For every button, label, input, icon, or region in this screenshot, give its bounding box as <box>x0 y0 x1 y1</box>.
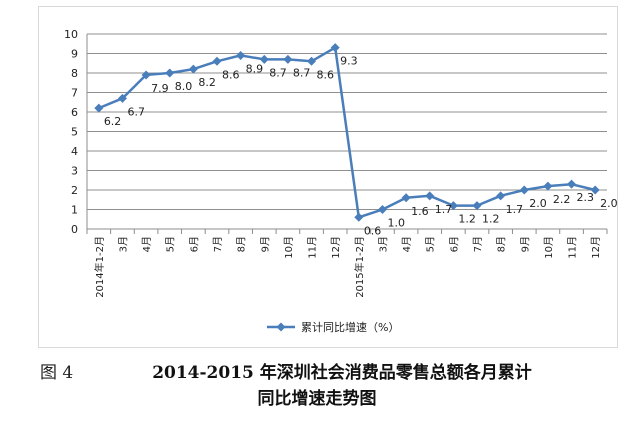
data-label: 6.2 <box>104 115 122 128</box>
x-tick-label: 3月 <box>117 236 129 252</box>
data-label: 1.2 <box>482 213 500 226</box>
data-point-marker <box>590 185 600 195</box>
data-label: 8.9 <box>246 62 263 75</box>
x-tick-label: 9月 <box>519 236 531 252</box>
data-point-marker <box>307 56 317 66</box>
y-tick-label: 3 <box>71 165 78 178</box>
data-label: 0.6 <box>364 224 382 237</box>
x-tick-label: 6月 <box>188 236 200 252</box>
data-point-marker <box>354 212 364 222</box>
y-tick-label: 6 <box>71 106 78 119</box>
y-tick-label: 4 <box>71 145 78 158</box>
x-tick-label: 2015年1-2月 <box>353 236 366 298</box>
x-tick-label: 8月 <box>496 236 508 252</box>
x-tick-label: 5月 <box>425 236 437 252</box>
y-tick-label: 5 <box>71 126 78 139</box>
x-tick-label: 7月 <box>472 236 484 252</box>
figure-title-line1: 2014-2015 年深圳社会消费品零售总额各月累计 <box>152 363 532 383</box>
y-tick-label: 0 <box>71 223 78 236</box>
data-point-marker <box>117 93 127 103</box>
data-point-marker <box>448 201 458 211</box>
data-point-marker <box>212 56 222 66</box>
data-label: 1.6 <box>411 205 429 218</box>
x-tick-label: 4月 <box>401 236 413 252</box>
x-tick-label: 9月 <box>259 236 271 252</box>
data-label: 2.0 <box>529 197 547 210</box>
data-point-marker <box>401 193 411 203</box>
data-point-marker <box>259 54 269 64</box>
x-tick-label: 8月 <box>236 236 248 252</box>
legend-label: 累计同比增速（%） <box>301 320 399 334</box>
legend: 累计同比增速（%） <box>267 320 399 334</box>
data-label: 6.7 <box>127 105 145 118</box>
data-label: 2.3 <box>577 191 595 204</box>
x-tick-label: 7月 <box>212 236 224 252</box>
data-labels: 6.2 6.7 7.9 8.0 8.2 8.6 8.9 8.7 8.7 8.6 9.3 0.6 1.0 1… <box>104 55 618 238</box>
data-label: 1.0 <box>387 217 405 230</box>
data-label: 8.2 <box>198 76 216 89</box>
data-point-marker <box>188 64 198 74</box>
data-label: 1.2 <box>458 213 476 226</box>
x-tick-label: 6月 <box>448 236 460 252</box>
data-point-marker <box>543 181 553 191</box>
x-tick-label: 12月 <box>330 236 342 259</box>
legend-marker <box>276 322 286 332</box>
data-point-marker <box>236 50 246 60</box>
data-label: 9.3 <box>340 55 358 68</box>
x-tick-label: 10月 <box>283 236 295 259</box>
data-point-marker <box>165 68 175 78</box>
data-point-marker <box>283 54 293 64</box>
chart-frame: 0 1 2 3 4 5 6 7 8 9 10 2014年1-2月 3月 4月 5月 6月 7月 8月 9月 10月 1… <box>38 6 618 348</box>
data-point-marker <box>330 43 340 53</box>
y-tick-label: 8 <box>71 67 78 80</box>
figure-title-line2: 同比增速走势图 <box>257 389 377 409</box>
data-label: 8.6 <box>317 68 335 81</box>
data-label: 1.7 <box>435 203 453 216</box>
y-axis-ticks: 0 1 2 3 4 5 6 7 8 9 10 <box>64 28 78 236</box>
data-point-marker <box>472 201 482 211</box>
data-label: 8.7 <box>269 66 287 79</box>
data-label: 2.2 <box>553 193 571 206</box>
y-tick-label: 9 <box>71 48 78 61</box>
x-tick-label: 4月 <box>141 236 153 252</box>
x-tick-label: 12月 <box>590 236 602 259</box>
figure-label: 图 4 <box>40 363 74 383</box>
data-point-marker <box>141 70 151 80</box>
caption: 图 4 2014-2015 年深圳社会消费品零售总额各月累计 <box>0 358 634 383</box>
y-tick-label: 10 <box>64 28 78 41</box>
line-chart: 0 1 2 3 4 5 6 7 8 9 10 2014年1-2月 3月 4月 5月 6月 7月 8月 9月 10月 1… <box>64 28 618 334</box>
data-point-marker <box>519 185 529 195</box>
data-point-marker <box>496 191 506 201</box>
x-tick-label: 11月 <box>567 236 579 259</box>
data-label: 1.7 <box>506 203 524 216</box>
x-tick-label: 3月 <box>377 236 389 252</box>
y-tick-label: 2 <box>71 184 78 197</box>
y-tick-label: 7 <box>71 87 78 100</box>
data-label: 8.6 <box>222 68 240 81</box>
x-tick-label: 5月 <box>165 236 177 252</box>
data-label: 8.7 <box>293 66 311 79</box>
x-axis-ticks: 2014年1-2月 3月 4月 5月 6月 7月 8月 9月 10月 11月 12月 2015年1-2… <box>86 229 608 298</box>
data-label: 2.0 <box>600 197 618 210</box>
data-point-marker <box>425 191 435 201</box>
series-line <box>94 43 600 222</box>
x-tick-label: 11月 <box>307 236 319 259</box>
x-tick-label: 10月 <box>543 236 555 259</box>
data-label: 7.9 <box>151 82 169 95</box>
data-point-marker <box>377 205 387 214</box>
data-label: 8.0 <box>175 80 193 93</box>
x-tick-label: 2014年1-2月 <box>93 236 106 298</box>
data-point-marker <box>94 103 104 113</box>
series-line-path <box>98 46 596 219</box>
data-point-marker <box>567 179 577 189</box>
y-tick-label: 1 <box>71 204 78 217</box>
